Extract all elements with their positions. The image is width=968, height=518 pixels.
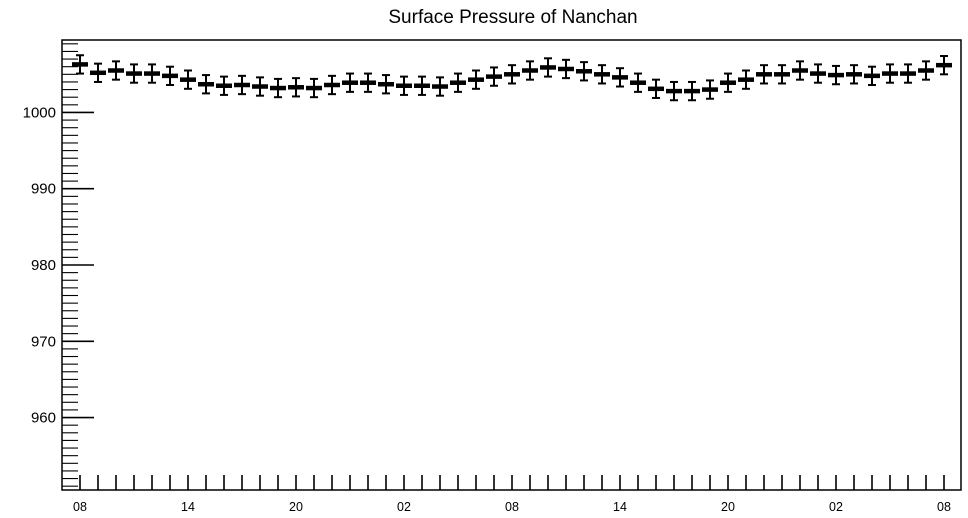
data-point [558, 58, 574, 80]
x-tick-label: 08 [937, 500, 951, 514]
data-point [144, 63, 160, 84]
data-point [666, 80, 682, 102]
x-tick-label: 08 [73, 500, 87, 514]
data-point [468, 69, 484, 90]
y-axis: 960 970 980 990 1000 [23, 43, 94, 487]
data-point [72, 54, 88, 75]
data-point [756, 64, 772, 85]
data-point [684, 80, 700, 102]
data-point [288, 77, 304, 98]
data-point [648, 78, 664, 99]
data-point [936, 55, 952, 76]
y-tick-label: 970 [31, 333, 56, 350]
data-point [828, 64, 844, 86]
data-point [378, 74, 394, 95]
y-tick-label: 990 [31, 181, 56, 198]
data-point [900, 63, 916, 84]
x-axis: 08 14 20 02 08 14 20 02 08 [73, 475, 951, 514]
data-point [846, 64, 862, 85]
data-point [612, 67, 628, 88]
data-point [738, 69, 754, 90]
y-tick-label: 1000 [23, 104, 56, 121]
x-tick-label: 20 [721, 500, 735, 514]
data-point [792, 60, 808, 81]
data-point [810, 63, 826, 84]
data-point [126, 63, 142, 84]
data-point [918, 60, 934, 81]
data-point [252, 76, 268, 97]
x-tick-label: 02 [397, 500, 411, 514]
data-point [594, 64, 610, 85]
data-point [702, 79, 718, 100]
data-point [216, 75, 232, 96]
data-point [414, 75, 430, 96]
data-point [342, 72, 358, 93]
data-points [72, 54, 952, 102]
data-point [108, 60, 124, 81]
data-point [396, 75, 412, 96]
data-point [882, 63, 898, 84]
data-point [774, 64, 790, 85]
data-point [306, 77, 322, 99]
data-point [864, 65, 880, 86]
data-point [486, 66, 502, 87]
data-point [198, 74, 214, 95]
data-point [324, 74, 340, 96]
data-point [630, 72, 646, 93]
data-point [432, 76, 448, 97]
y-tick-label: 960 [31, 410, 56, 427]
chart-title: Surface Pressure of Nanchan [388, 7, 637, 28]
data-point [270, 77, 286, 99]
data-point [720, 72, 736, 93]
data-point [90, 62, 106, 83]
data-point [234, 74, 250, 96]
data-point [360, 72, 376, 93]
x-tick-label: 14 [181, 500, 195, 514]
data-point [180, 69, 196, 90]
x-tick-label: 14 [613, 500, 627, 514]
x-tick-label: 02 [829, 500, 843, 514]
data-point [450, 72, 466, 93]
x-tick-label: 08 [505, 500, 519, 514]
data-point [540, 57, 556, 78]
plot-frame [61, 39, 962, 491]
data-point [576, 61, 592, 82]
data-point [522, 60, 538, 81]
x-tick-label: 20 [289, 500, 303, 514]
data-point [504, 64, 520, 85]
y-tick-label: 980 [31, 257, 56, 274]
data-point [162, 65, 178, 86]
